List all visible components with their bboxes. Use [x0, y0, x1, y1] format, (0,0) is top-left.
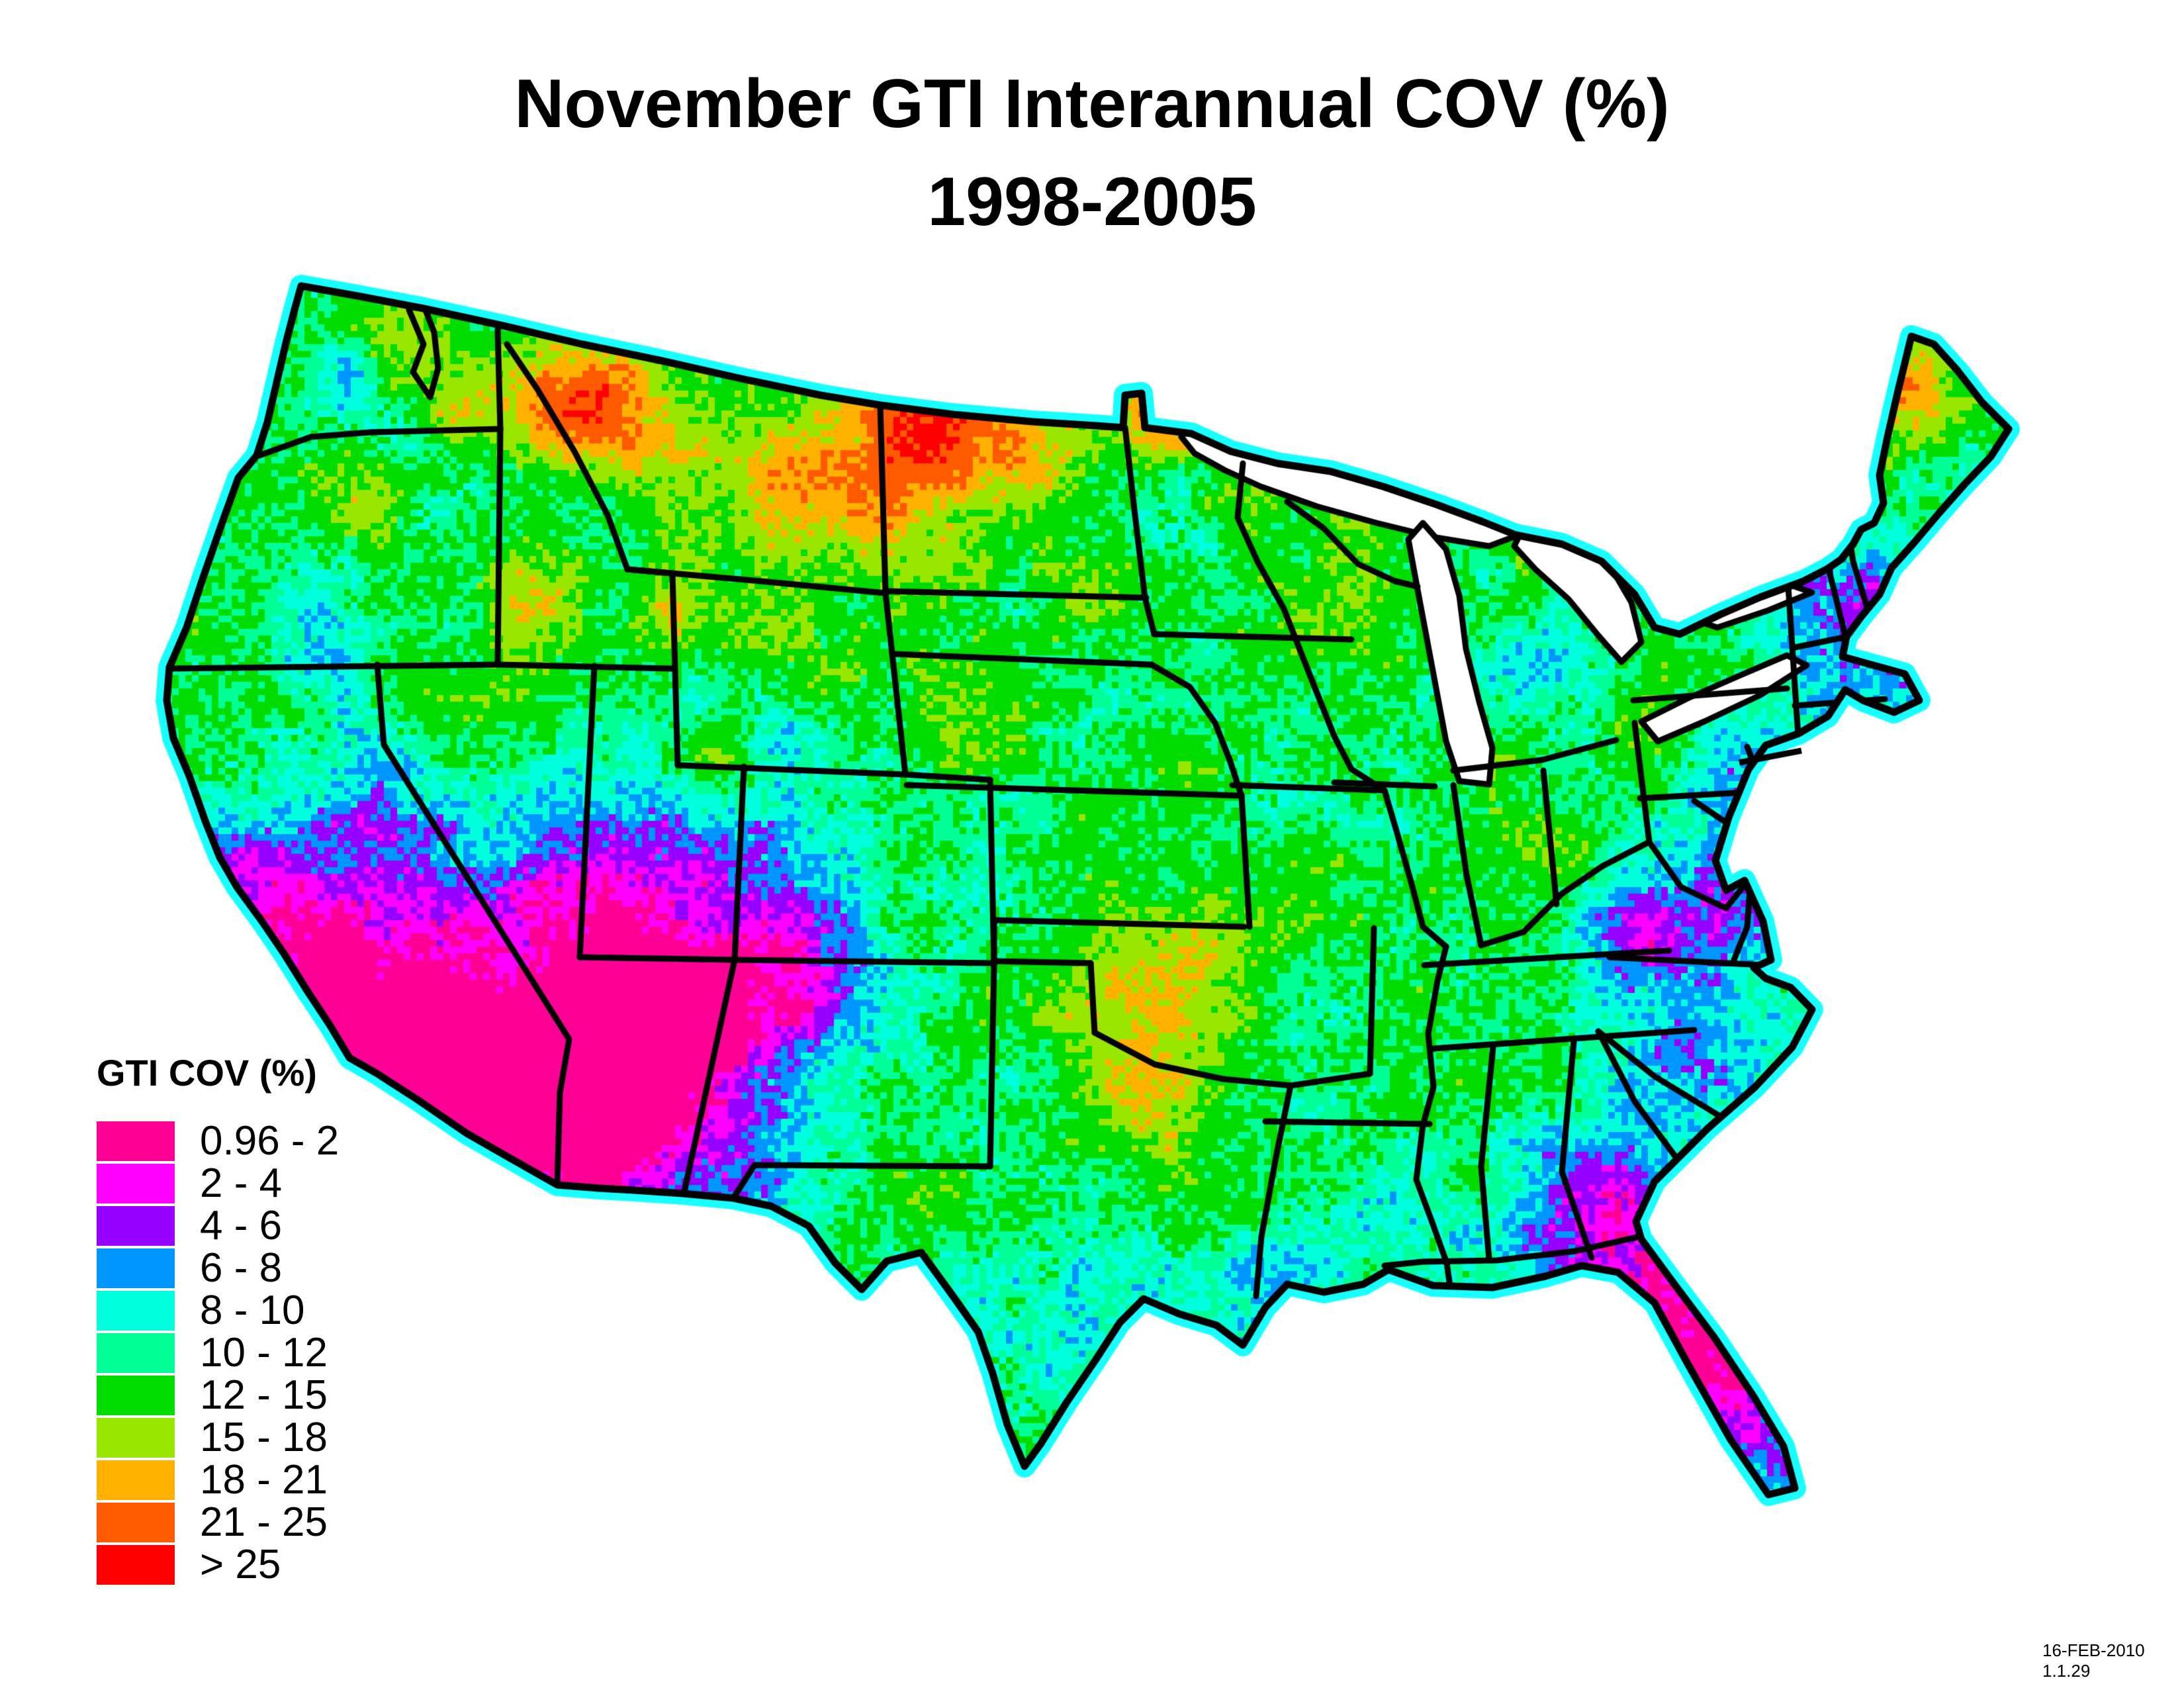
legend-swatch — [97, 1164, 175, 1203]
legend-swatch — [97, 1121, 175, 1161]
legend-swatch — [97, 1545, 175, 1585]
legend-item: 10 - 12 — [97, 1333, 339, 1374]
legend-item: 0.96 - 2 — [97, 1121, 339, 1162]
legend-swatch — [97, 1333, 175, 1373]
page-title: November GTI Interannual COV (%) 1998-20… — [0, 56, 2184, 251]
page-title-line2: 1998-2005 — [927, 163, 1257, 240]
page-title-line1: November GTI Interannual COV (%) — [514, 66, 1670, 142]
legend-swatch — [97, 1206, 175, 1246]
legend-item-label: > 25 — [200, 1542, 281, 1587]
legend-item: 4 - 6 — [97, 1205, 339, 1246]
legend-item: 6 - 8 — [97, 1248, 339, 1289]
legend-item: > 25 — [97, 1544, 339, 1585]
legend-item: 8 - 10 — [97, 1290, 339, 1331]
legend-swatch — [97, 1418, 175, 1458]
legend-item-label: 8 - 10 — [200, 1288, 305, 1333]
legend-item: 12 - 15 — [97, 1375, 339, 1416]
legend-swatch — [97, 1460, 175, 1500]
legend-item-label: 2 - 4 — [200, 1160, 283, 1206]
legend-item-label: 18 - 21 — [200, 1457, 328, 1503]
legend-item-label: 10 - 12 — [200, 1330, 328, 1376]
legend-item-label: 21 - 25 — [200, 1499, 328, 1545]
legend-item: 21 - 25 — [97, 1502, 339, 1543]
legend-item: 2 - 4 — [97, 1163, 339, 1204]
legend-item-label: 15 - 18 — [200, 1415, 328, 1460]
legend-swatch — [97, 1291, 175, 1331]
timestamp: 16-FEB-2010 1.1.29 — [2042, 1640, 2145, 1681]
legend-item: 18 - 21 — [97, 1460, 339, 1501]
legend-swatch — [97, 1376, 175, 1415]
legend-title: GTI COV (%) — [97, 1052, 317, 1094]
legend-item: 15 - 18 — [97, 1417, 339, 1458]
legend-swatch — [97, 1503, 175, 1542]
legend-swatch — [97, 1248, 175, 1288]
legend-item-label: 6 - 8 — [200, 1245, 283, 1291]
legend-item-label: 12 - 15 — [200, 1372, 328, 1418]
legend-item-label: 4 - 6 — [200, 1203, 283, 1248]
legend-item-label: 0.96 - 2 — [200, 1118, 340, 1164]
